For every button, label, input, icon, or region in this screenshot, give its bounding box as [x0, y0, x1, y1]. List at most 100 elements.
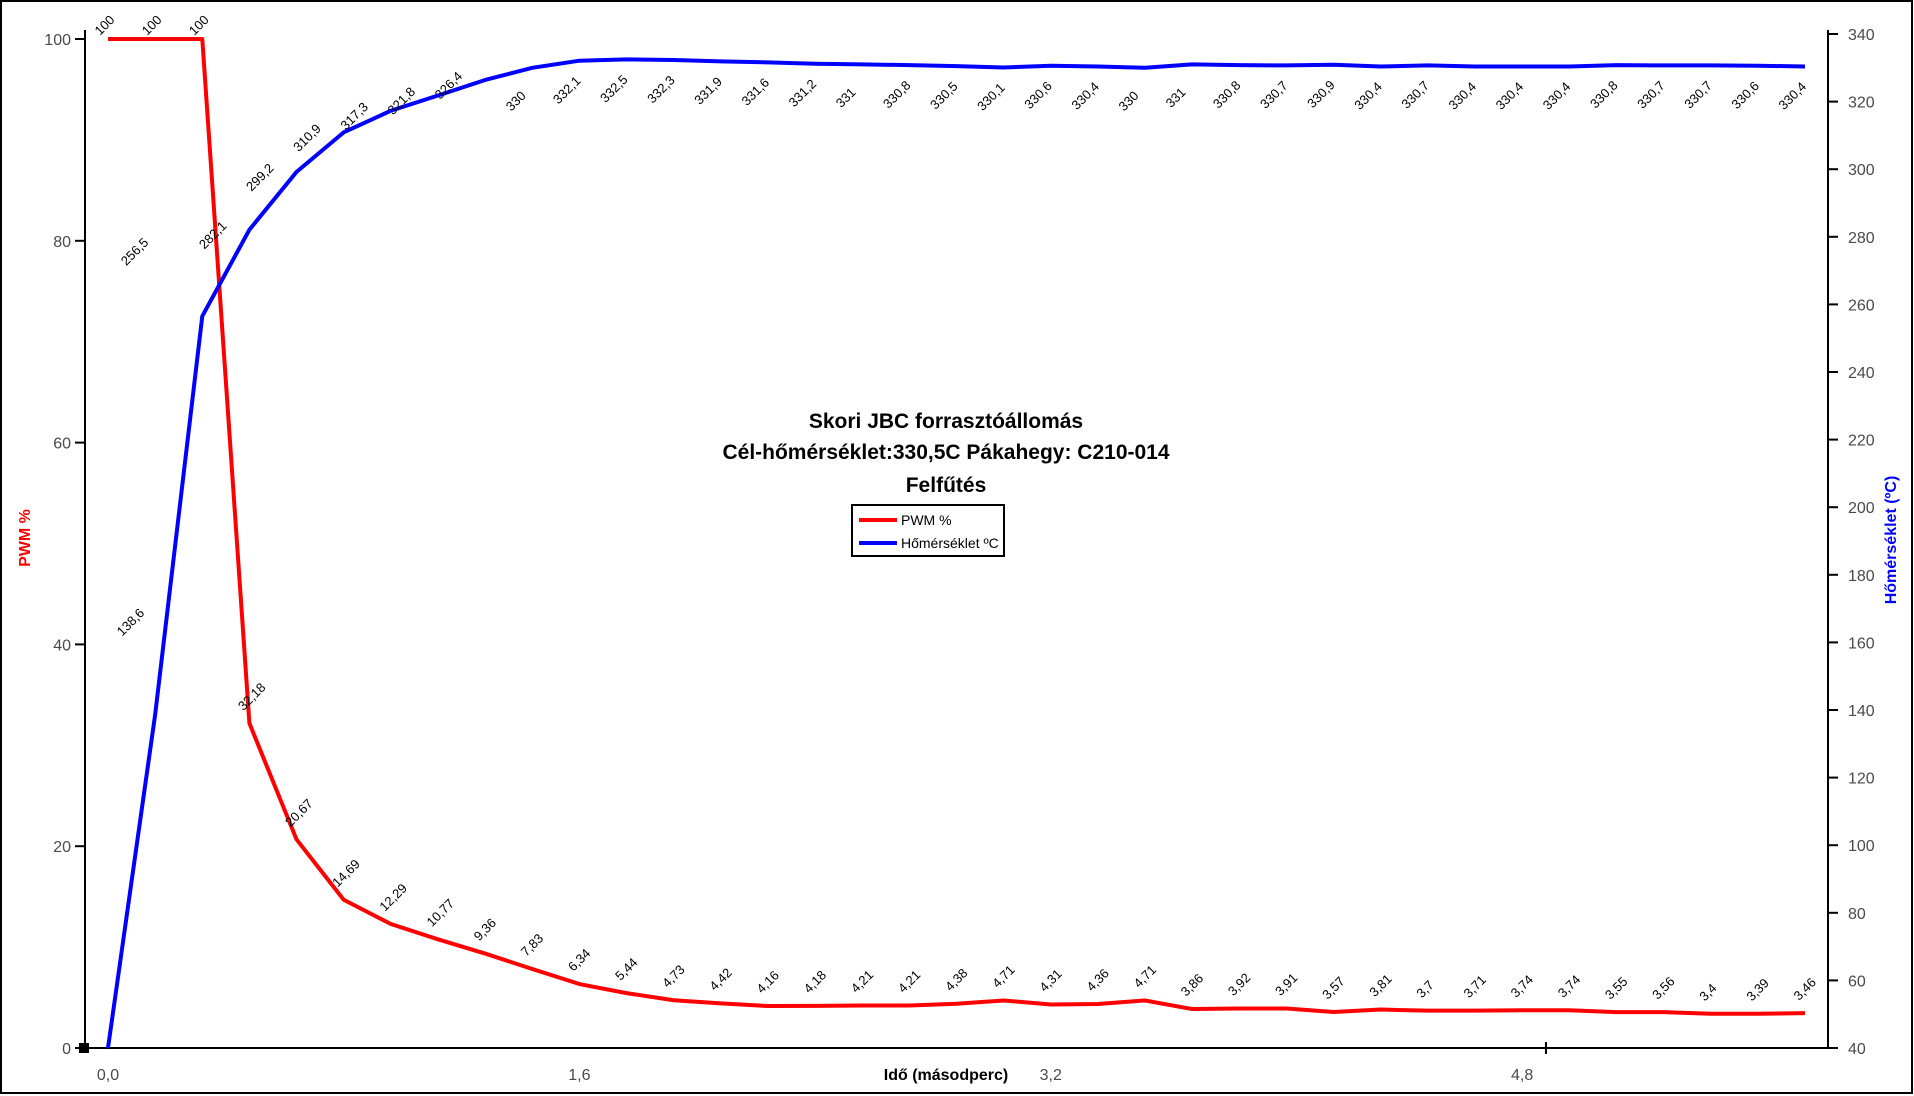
temperature-data-label: 330,8 [1587, 78, 1621, 112]
temperature-data-label: 332,1 [550, 73, 584, 107]
right-axis-tick-label: 80 [1848, 906, 1866, 923]
right-axis-tick-label: 180 [1848, 568, 1875, 585]
temperature-data-label: 330,6 [1021, 78, 1055, 112]
temperature-data-label: 330 [503, 88, 529, 114]
temperature-data-label: 330,8 [880, 78, 914, 112]
pwm-data-label: 3,55 [1602, 974, 1631, 1003]
pwm-data-label: 20,67 [282, 796, 316, 830]
pwm-data-label: 3,91 [1272, 970, 1301, 999]
temperature-data-label: 256,5 [118, 235, 152, 269]
left-axis-tick-label: 100 [44, 32, 71, 49]
temperature-data-label: 332,3 [644, 73, 678, 107]
pwm-series-line [108, 37, 1806, 1016]
right-axis-tick-label: 40 [1848, 1041, 1866, 1058]
pwm-data-label: 3,81 [1366, 971, 1395, 1000]
series-lines [106, 37, 1806, 1049]
left-axis-title: PWM % [17, 509, 34, 567]
temperature-data-label: 330,8 [1210, 78, 1244, 112]
pwm-data-label: 3,74 [1555, 972, 1584, 1001]
right-axis-title: Hőmérséklet (ºC) [1883, 476, 1900, 605]
chart-title-line1: Skori JBC forrasztóállomás [809, 410, 1083, 433]
right-axis-tick-label: 220 [1848, 433, 1875, 450]
temperature-data-label: 330,7 [1681, 78, 1715, 112]
pwm-data-label: 3,74 [1508, 972, 1537, 1001]
x-axis-tick-label: 3,2 [1040, 1067, 1062, 1084]
chart-title-line2: Cél-hőmérséklet:330,5C Pákahegy: C210-01… [722, 441, 1169, 464]
x-axis-title: Idő (másodperc) [884, 1067, 1008, 1084]
pwm-data-label: 3,92 [1225, 970, 1254, 999]
pwm-data-label: 4,71 [1131, 962, 1160, 991]
pwm-data-label: 5,44 [612, 955, 641, 984]
temperature-data-label: 330,5 [927, 79, 961, 113]
right-axis-tick-label: 60 [1848, 973, 1866, 990]
temperature-data-label: 330,4 [1351, 79, 1385, 113]
x-axis-tick-label: 1,6 [568, 1067, 590, 1084]
pwm-data-label: 9,36 [471, 915, 500, 944]
pwm-data-label: 12,29 [376, 880, 410, 914]
temperature-data-label: 331,2 [786, 76, 820, 110]
left-axis-tick-label: 0 [62, 1041, 71, 1058]
pwm-data-label: 4,21 [895, 967, 924, 996]
x-axis-tick-labels: 0,0 1,6 3,2 4,8 [97, 1067, 1534, 1084]
right-axis-tick-label: 100 [1848, 838, 1875, 855]
temperature-data-label: 299,2 [243, 160, 277, 194]
legend: PWM % Hőmérséklet ºC [851, 504, 1005, 557]
temperature-data-label: 331,6 [738, 75, 772, 109]
pwm-data-label: 14,69 [329, 856, 363, 890]
temperature-data-label: 330,4 [1446, 79, 1480, 113]
temperature-data-label: 330,9 [1304, 77, 1338, 111]
pwm-data-label: 4,38 [942, 965, 971, 994]
right-axis-tick-label: 320 [1848, 95, 1875, 112]
pwm-data-label: 4,71 [989, 962, 1018, 991]
right-axis-tick-label: 280 [1848, 230, 1875, 247]
temperature-data-label: 331 [833, 85, 859, 111]
pwm-data-label: 4,73 [659, 962, 688, 991]
temperature-data-label: 332,5 [597, 72, 631, 106]
right-axis-tick-label: 140 [1848, 703, 1875, 720]
pwm-data-label: 100 [92, 12, 118, 38]
left-axis-tick-label: 80 [53, 234, 71, 251]
pwm-data-label: 100 [139, 12, 165, 38]
x-axis-tick-label: 0,0 [97, 1067, 119, 1084]
pwm-data-label: 6,34 [565, 946, 594, 975]
x-axis-tick-label: 4,8 [1511, 1067, 1533, 1084]
pwm-data-label: 4,16 [753, 968, 782, 997]
pwm-data-label: 4,36 [1083, 966, 1112, 995]
legend-label-temp: Hőmérséklet ºC [901, 535, 999, 551]
pwm-data-label: 100 [186, 12, 212, 38]
temperature-data-label: 310,9 [290, 121, 324, 155]
temperature-data-label: 330,1 [974, 80, 1008, 114]
left-axis-tick-label: 40 [53, 637, 71, 654]
chart-title-line3: Felfűtés [906, 474, 987, 497]
left-axis-tick-label: 60 [53, 436, 71, 453]
legend-label-pwm: PWM % [901, 512, 952, 528]
temperature-series-line [106, 57, 1806, 1049]
right-axis-tick-label: 160 [1848, 635, 1875, 652]
pwm-data-label: 7,83 [518, 931, 547, 960]
temperature-data-label: 330,7 [1634, 78, 1668, 112]
temperature-data-label: 330,4 [1068, 79, 1102, 113]
right-axis-tick-label: 120 [1848, 771, 1875, 788]
temperature-data-label: 330,4 [1776, 79, 1810, 113]
pwm-data-label: 4,21 [848, 967, 877, 996]
temperature-data-label: 138,6 [114, 605, 148, 639]
pwm-data-label: 3,4 [1696, 980, 1719, 1003]
pwm-data-label: 4,18 [801, 967, 830, 996]
left-axis-tick-label: 20 [53, 839, 71, 856]
temperature-data-label: 330,4 [1493, 79, 1527, 113]
pwm-data-label: 3,57 [1319, 974, 1348, 1003]
temperature-data-label: 330,7 [1257, 78, 1291, 112]
right-axis-tick-label: 300 [1848, 162, 1875, 179]
right-axis-tick-label: 200 [1848, 500, 1875, 517]
pwm-data-label: 3,71 [1461, 972, 1490, 1001]
right-axis-ticks: 40 60 80 100 120 140 160 180 200 220 240 260 280 300 3… [1828, 27, 1875, 1058]
temperature-data-label: 331,9 [691, 74, 725, 108]
pwm-data-label: 4,42 [706, 965, 735, 994]
temperature-data-label: 331 [1163, 85, 1189, 111]
right-axis-tick-label: 240 [1848, 365, 1875, 382]
temperature-data-label: 321,8 [384, 84, 418, 118]
pwm-data-label: 3,86 [1178, 971, 1207, 1000]
pwm-data-label: 10,77 [423, 896, 457, 930]
